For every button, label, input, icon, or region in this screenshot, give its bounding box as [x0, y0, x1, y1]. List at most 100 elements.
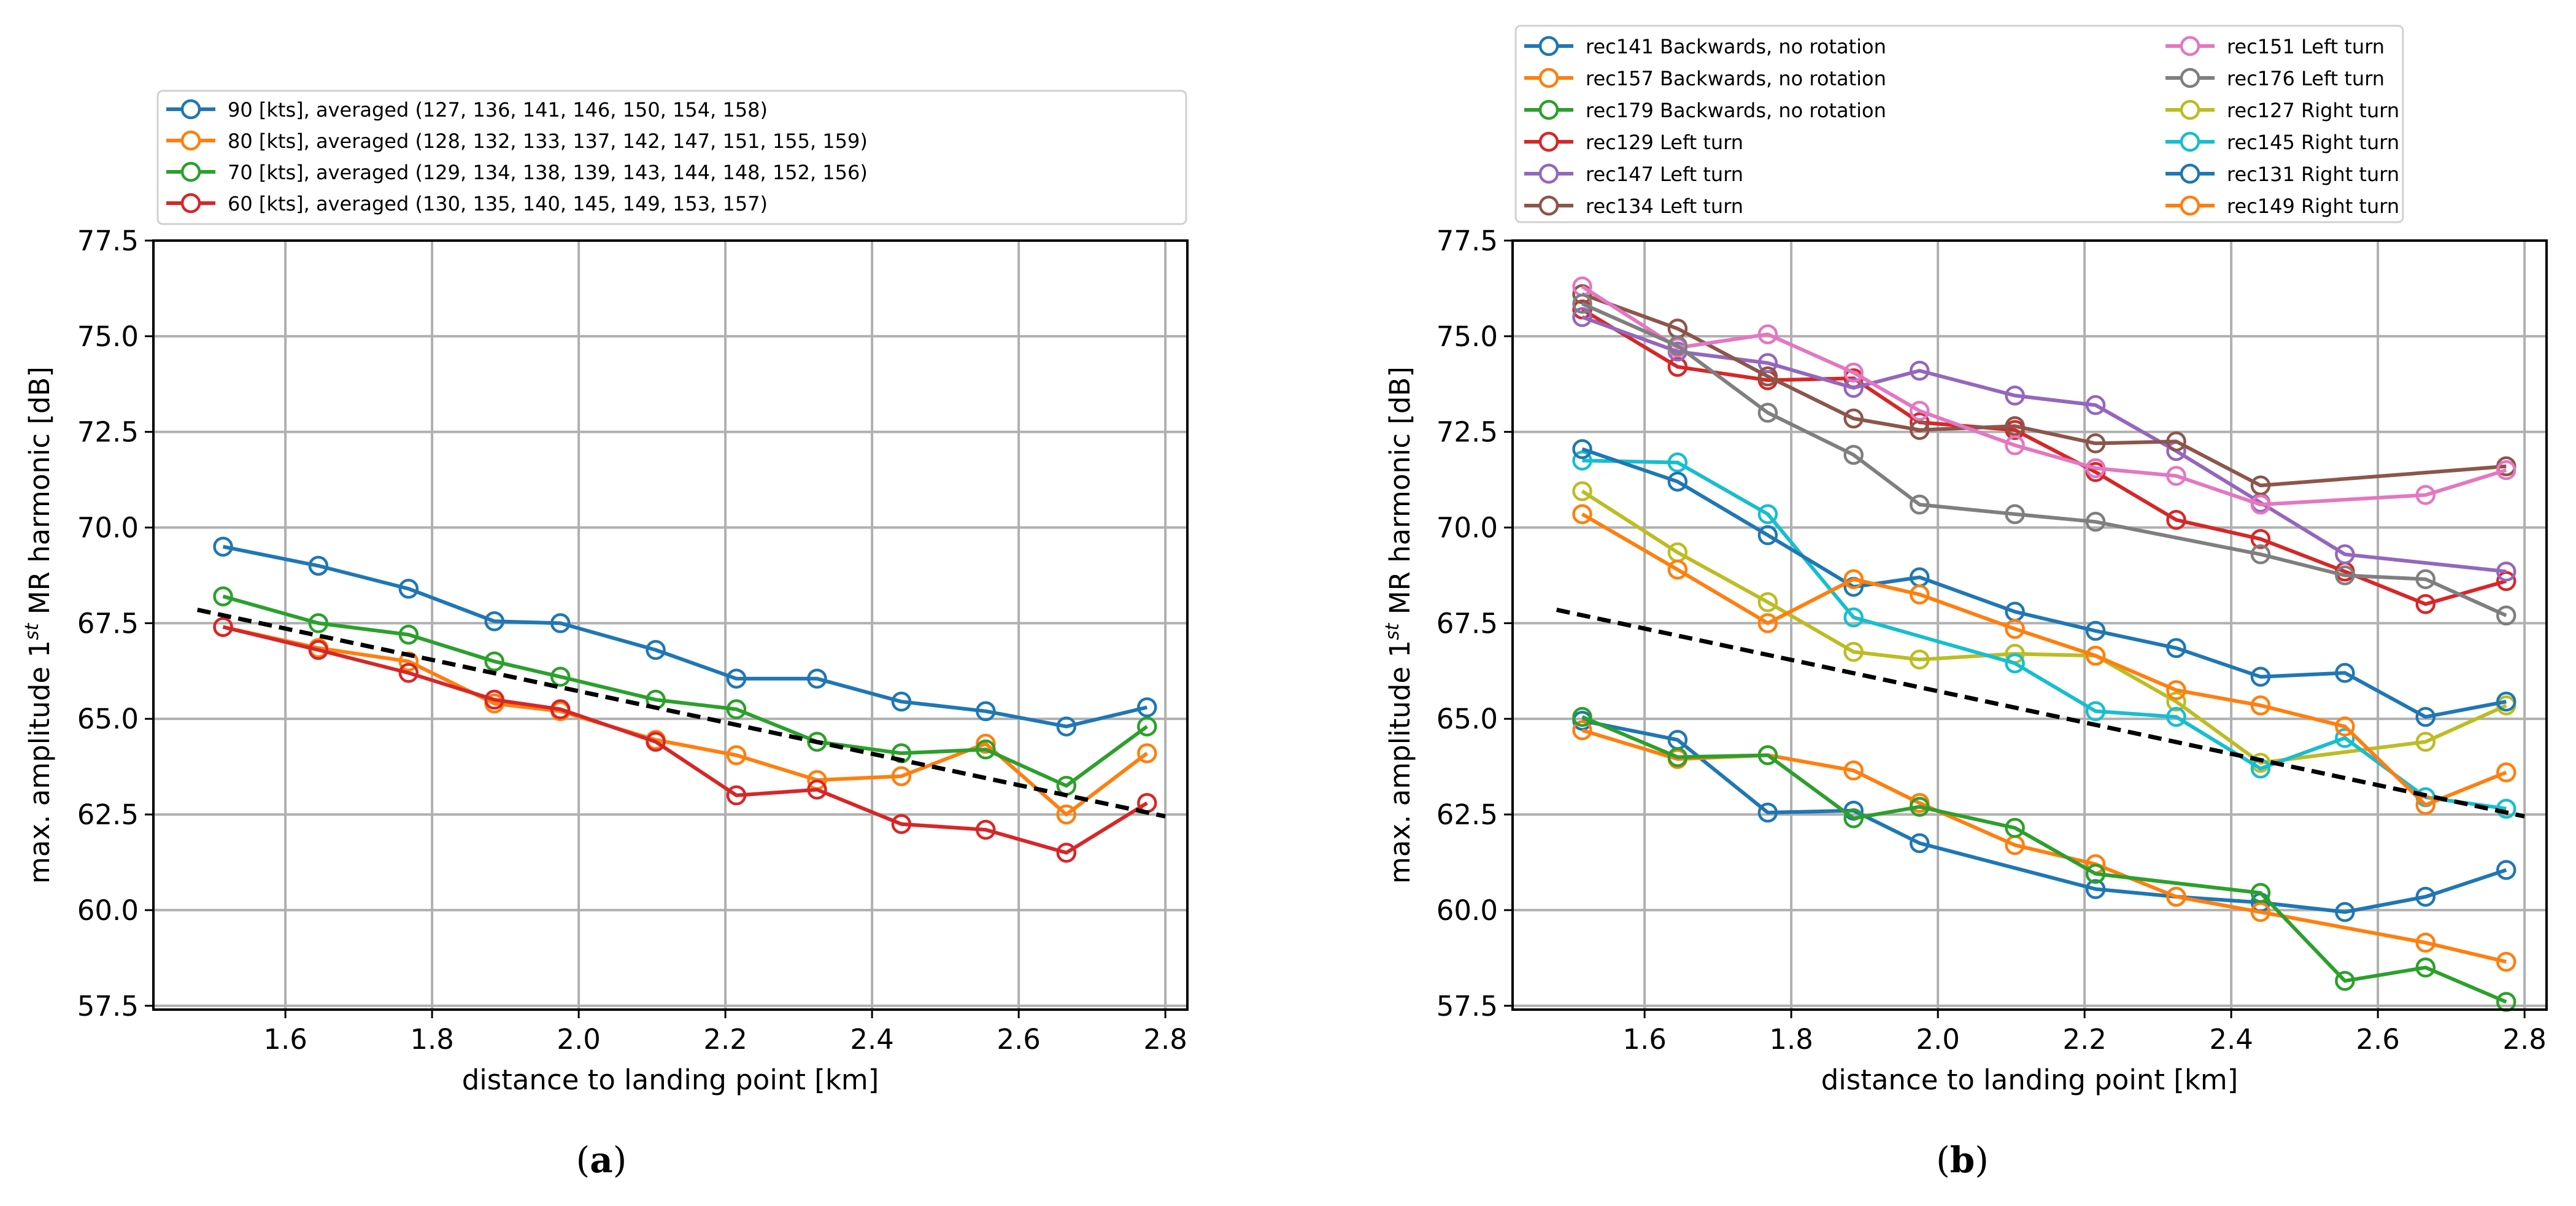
- data-point: [308, 640, 329, 660]
- data-point: [2250, 667, 2271, 687]
- series-8: [1572, 481, 2516, 773]
- data-point: [891, 766, 912, 786]
- x-tick-label: 2.6: [2356, 1023, 2400, 1056]
- y-tick-label: 65.0: [1436, 703, 1498, 735]
- series-line: [1581, 302, 2507, 617]
- data-point: [1757, 802, 1778, 823]
- data-point: [1843, 808, 1864, 829]
- legend-item: rec134 Left turn: [1524, 195, 1743, 218]
- data-point: [2085, 620, 2106, 641]
- data-point: [2335, 902, 2355, 922]
- legend-item: 80 [kts], averaged (128, 132, 133, 137, …: [166, 129, 868, 153]
- data-point: [976, 739, 996, 760]
- data-point: [1757, 592, 1778, 613]
- y-tick-label: 75.0: [77, 320, 139, 353]
- trend-line: [196, 608, 1166, 819]
- data-point: [976, 819, 996, 840]
- x-tick-label: 1.6: [263, 1023, 307, 1056]
- legend-label: 70 [kts], averaged (129, 134, 138, 139, …: [228, 161, 868, 184]
- data-point: [2166, 431, 2186, 452]
- data-point: [1843, 760, 1864, 781]
- data-point: [2005, 818, 2025, 838]
- y-tick-label: 57.5: [1436, 990, 1498, 1022]
- legend-label: rec149 Right turn: [2227, 195, 2399, 218]
- data-point: [2085, 646, 2106, 666]
- legend-item: rec127 Right turn: [2165, 99, 2399, 122]
- y-tick-label: 57.5: [77, 990, 139, 1022]
- legend-swatch-marker: [1538, 163, 1559, 184]
- panel-caption: (a): [576, 1139, 627, 1181]
- panel-caption: (b): [1936, 1139, 1989, 1181]
- x-tick-label: 2.2: [2062, 1023, 2107, 1056]
- data-point: [2415, 957, 2436, 978]
- x-tick-label: 1.8: [410, 1023, 454, 1056]
- series-1: [213, 617, 1157, 825]
- data-point: [726, 785, 747, 806]
- data-point: [2415, 485, 2436, 505]
- data-point: [2496, 951, 2516, 972]
- data-point: [1843, 377, 1864, 398]
- legend: 90 [kts], averaged (127, 136, 141, 146, …: [156, 90, 1187, 225]
- data-point: [308, 613, 329, 633]
- data-point: [1843, 408, 1864, 429]
- y-tick-label: 77.5: [77, 225, 139, 257]
- data-point: [484, 611, 504, 632]
- legend-label: rec141 Backwards, no rotation: [1586, 35, 1886, 58]
- x-tick-label: 2.4: [2209, 1023, 2253, 1056]
- x-tick-label: 2.8: [2502, 1023, 2547, 1056]
- series-3: [213, 617, 1157, 863]
- data-point: [1757, 525, 1778, 546]
- caption-open-paren: (: [576, 1139, 590, 1181]
- legend-item: rec176 Left turn: [2165, 67, 2385, 90]
- data-point: [2085, 395, 2106, 416]
- data-point: [1667, 559, 1688, 580]
- data-point: [1843, 362, 1864, 383]
- data-point: [1572, 439, 1592, 459]
- y-tick-label: 77.5: [1436, 225, 1498, 257]
- data-point: [308, 555, 329, 576]
- data-point: [2250, 475, 2271, 496]
- data-point: [2005, 435, 2025, 455]
- data-point: [646, 732, 666, 752]
- data-point: [1572, 450, 1592, 471]
- y-axis-title-suffix: MR harmonic [dB]: [23, 366, 56, 624]
- data-point: [2005, 504, 2025, 524]
- y-tick-label: 70.0: [77, 512, 139, 544]
- data-point: [1843, 641, 1864, 662]
- legend-item: rec129 Left turn: [1524, 131, 1743, 154]
- data-point: [398, 579, 419, 599]
- y-axis-title: max. amplitude 1st MR harmonic [dB]: [21, 366, 56, 884]
- y-tick-label: 67.5: [1436, 607, 1498, 640]
- data-point: [1572, 720, 1592, 741]
- series-line: [222, 544, 1147, 729]
- data-point: [2085, 458, 2106, 479]
- legend-swatch-marker: [180, 161, 201, 182]
- data-point: [1757, 745, 1778, 765]
- data-point: [2166, 691, 2186, 712]
- data-point: [1572, 293, 1592, 314]
- data-point: [646, 640, 666, 660]
- data-point: [2085, 701, 2106, 722]
- data-point: [1909, 584, 1930, 605]
- series-line: [1581, 715, 2507, 1004]
- legend-swatch-marker: [2180, 163, 2200, 184]
- y-tick-label: 72.5: [77, 416, 139, 449]
- legend-item: rec145 Right turn: [2165, 131, 2399, 154]
- data-point: [550, 667, 571, 687]
- data-point: [2335, 970, 2355, 991]
- legend-swatch-marker: [2180, 36, 2200, 56]
- series-10: [1572, 439, 2516, 727]
- data-point: [2415, 706, 2436, 727]
- data-point: [213, 536, 233, 557]
- series-line: [222, 625, 1149, 817]
- caption-close-paren: ): [1975, 1139, 1989, 1181]
- data-point: [1843, 569, 1864, 589]
- data-point: [398, 663, 419, 683]
- data-point: [1843, 444, 1864, 465]
- caption-letter: a: [590, 1139, 613, 1181]
- y-axis-title-sup: st: [1382, 622, 1403, 640]
- series-9: [1572, 450, 2516, 819]
- data-point: [2496, 691, 2516, 712]
- data-point: [976, 733, 996, 754]
- legend-swatch-marker: [2180, 99, 2200, 120]
